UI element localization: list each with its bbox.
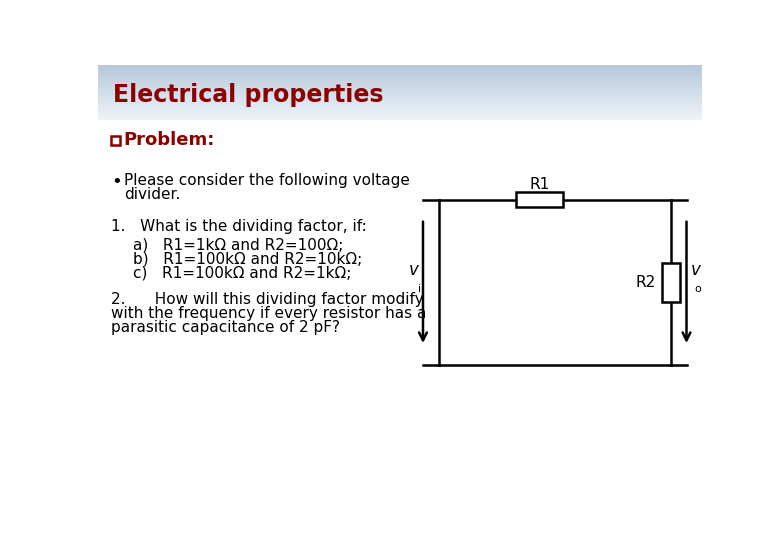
Text: 1.   What is the dividing factor, if:: 1. What is the dividing factor, if:	[112, 219, 367, 234]
Bar	[98, 90, 702, 91]
Bar	[98, 96, 702, 97]
Text: i: i	[418, 284, 421, 294]
Bar	[98, 92, 702, 93]
Bar	[98, 75, 702, 76]
Bar	[98, 107, 702, 108]
Bar	[98, 102, 702, 103]
Bar	[98, 74, 702, 75]
Bar	[661, 263, 680, 301]
Text: o: o	[694, 284, 701, 294]
Bar	[98, 93, 702, 94]
Text: parasitic capacitance of 2 pF?: parasitic capacitance of 2 pF?	[112, 320, 340, 335]
Bar	[98, 105, 702, 106]
Bar	[98, 104, 702, 105]
Bar	[98, 106, 702, 107]
Bar	[98, 80, 702, 81]
Text: divider.: divider.	[124, 187, 180, 201]
Bar	[98, 89, 702, 90]
Bar	[98, 73, 702, 74]
Bar	[98, 86, 702, 87]
Bar	[98, 85, 702, 86]
Bar	[98, 79, 702, 80]
Bar	[98, 68, 702, 69]
Bar	[98, 71, 702, 72]
Bar	[112, 136, 120, 145]
Bar	[98, 108, 702, 109]
Bar	[98, 78, 702, 79]
Bar	[98, 97, 702, 98]
Bar	[98, 115, 702, 116]
Text: c)   R1=100kΩ and R2=1kΩ;: c) R1=100kΩ and R2=1kΩ;	[133, 265, 352, 280]
Text: v: v	[409, 261, 418, 279]
Bar	[516, 192, 562, 207]
Text: R1: R1	[529, 177, 549, 192]
Bar	[98, 99, 702, 100]
Bar	[98, 101, 702, 102]
Bar	[98, 118, 702, 119]
Bar	[98, 116, 702, 117]
Bar	[98, 77, 702, 78]
Bar	[98, 72, 702, 73]
Bar	[98, 87, 702, 88]
Bar	[98, 109, 702, 110]
Text: Problem:: Problem:	[124, 131, 215, 150]
Bar	[98, 66, 702, 68]
Bar	[98, 98, 702, 99]
Bar	[98, 65, 702, 66]
Bar	[98, 84, 702, 85]
Bar	[98, 117, 702, 118]
Bar	[98, 94, 702, 96]
Text: a)   R1=1kΩ and R2=100Ω;: a) R1=1kΩ and R2=100Ω;	[133, 238, 343, 252]
Bar	[98, 103, 702, 104]
Text: Electrical properties: Electrical properties	[113, 83, 384, 106]
Text: v: v	[691, 261, 701, 279]
Text: R2: R2	[635, 275, 655, 290]
Bar	[98, 83, 702, 84]
Bar	[98, 81, 702, 82]
Text: Please consider the following voltage: Please consider the following voltage	[124, 173, 410, 188]
Text: •: •	[112, 173, 122, 191]
Bar	[98, 100, 702, 101]
Bar	[98, 76, 702, 77]
Bar	[98, 111, 702, 112]
Bar	[98, 110, 702, 111]
Bar	[98, 70, 702, 71]
Text: with the frequency if every resistor has a: with the frequency if every resistor has…	[112, 306, 427, 321]
Bar	[98, 114, 702, 115]
Bar	[98, 82, 702, 83]
Text: b)   R1=100kΩ and R2=10kΩ;: b) R1=100kΩ and R2=10kΩ;	[133, 251, 363, 266]
Bar	[98, 69, 702, 70]
Bar	[98, 112, 702, 113]
Text: 2.      How will this dividing factor modify: 2. How will this dividing factor modify	[112, 292, 424, 307]
Bar	[98, 88, 702, 89]
Bar	[98, 113, 702, 114]
Bar	[98, 91, 702, 92]
